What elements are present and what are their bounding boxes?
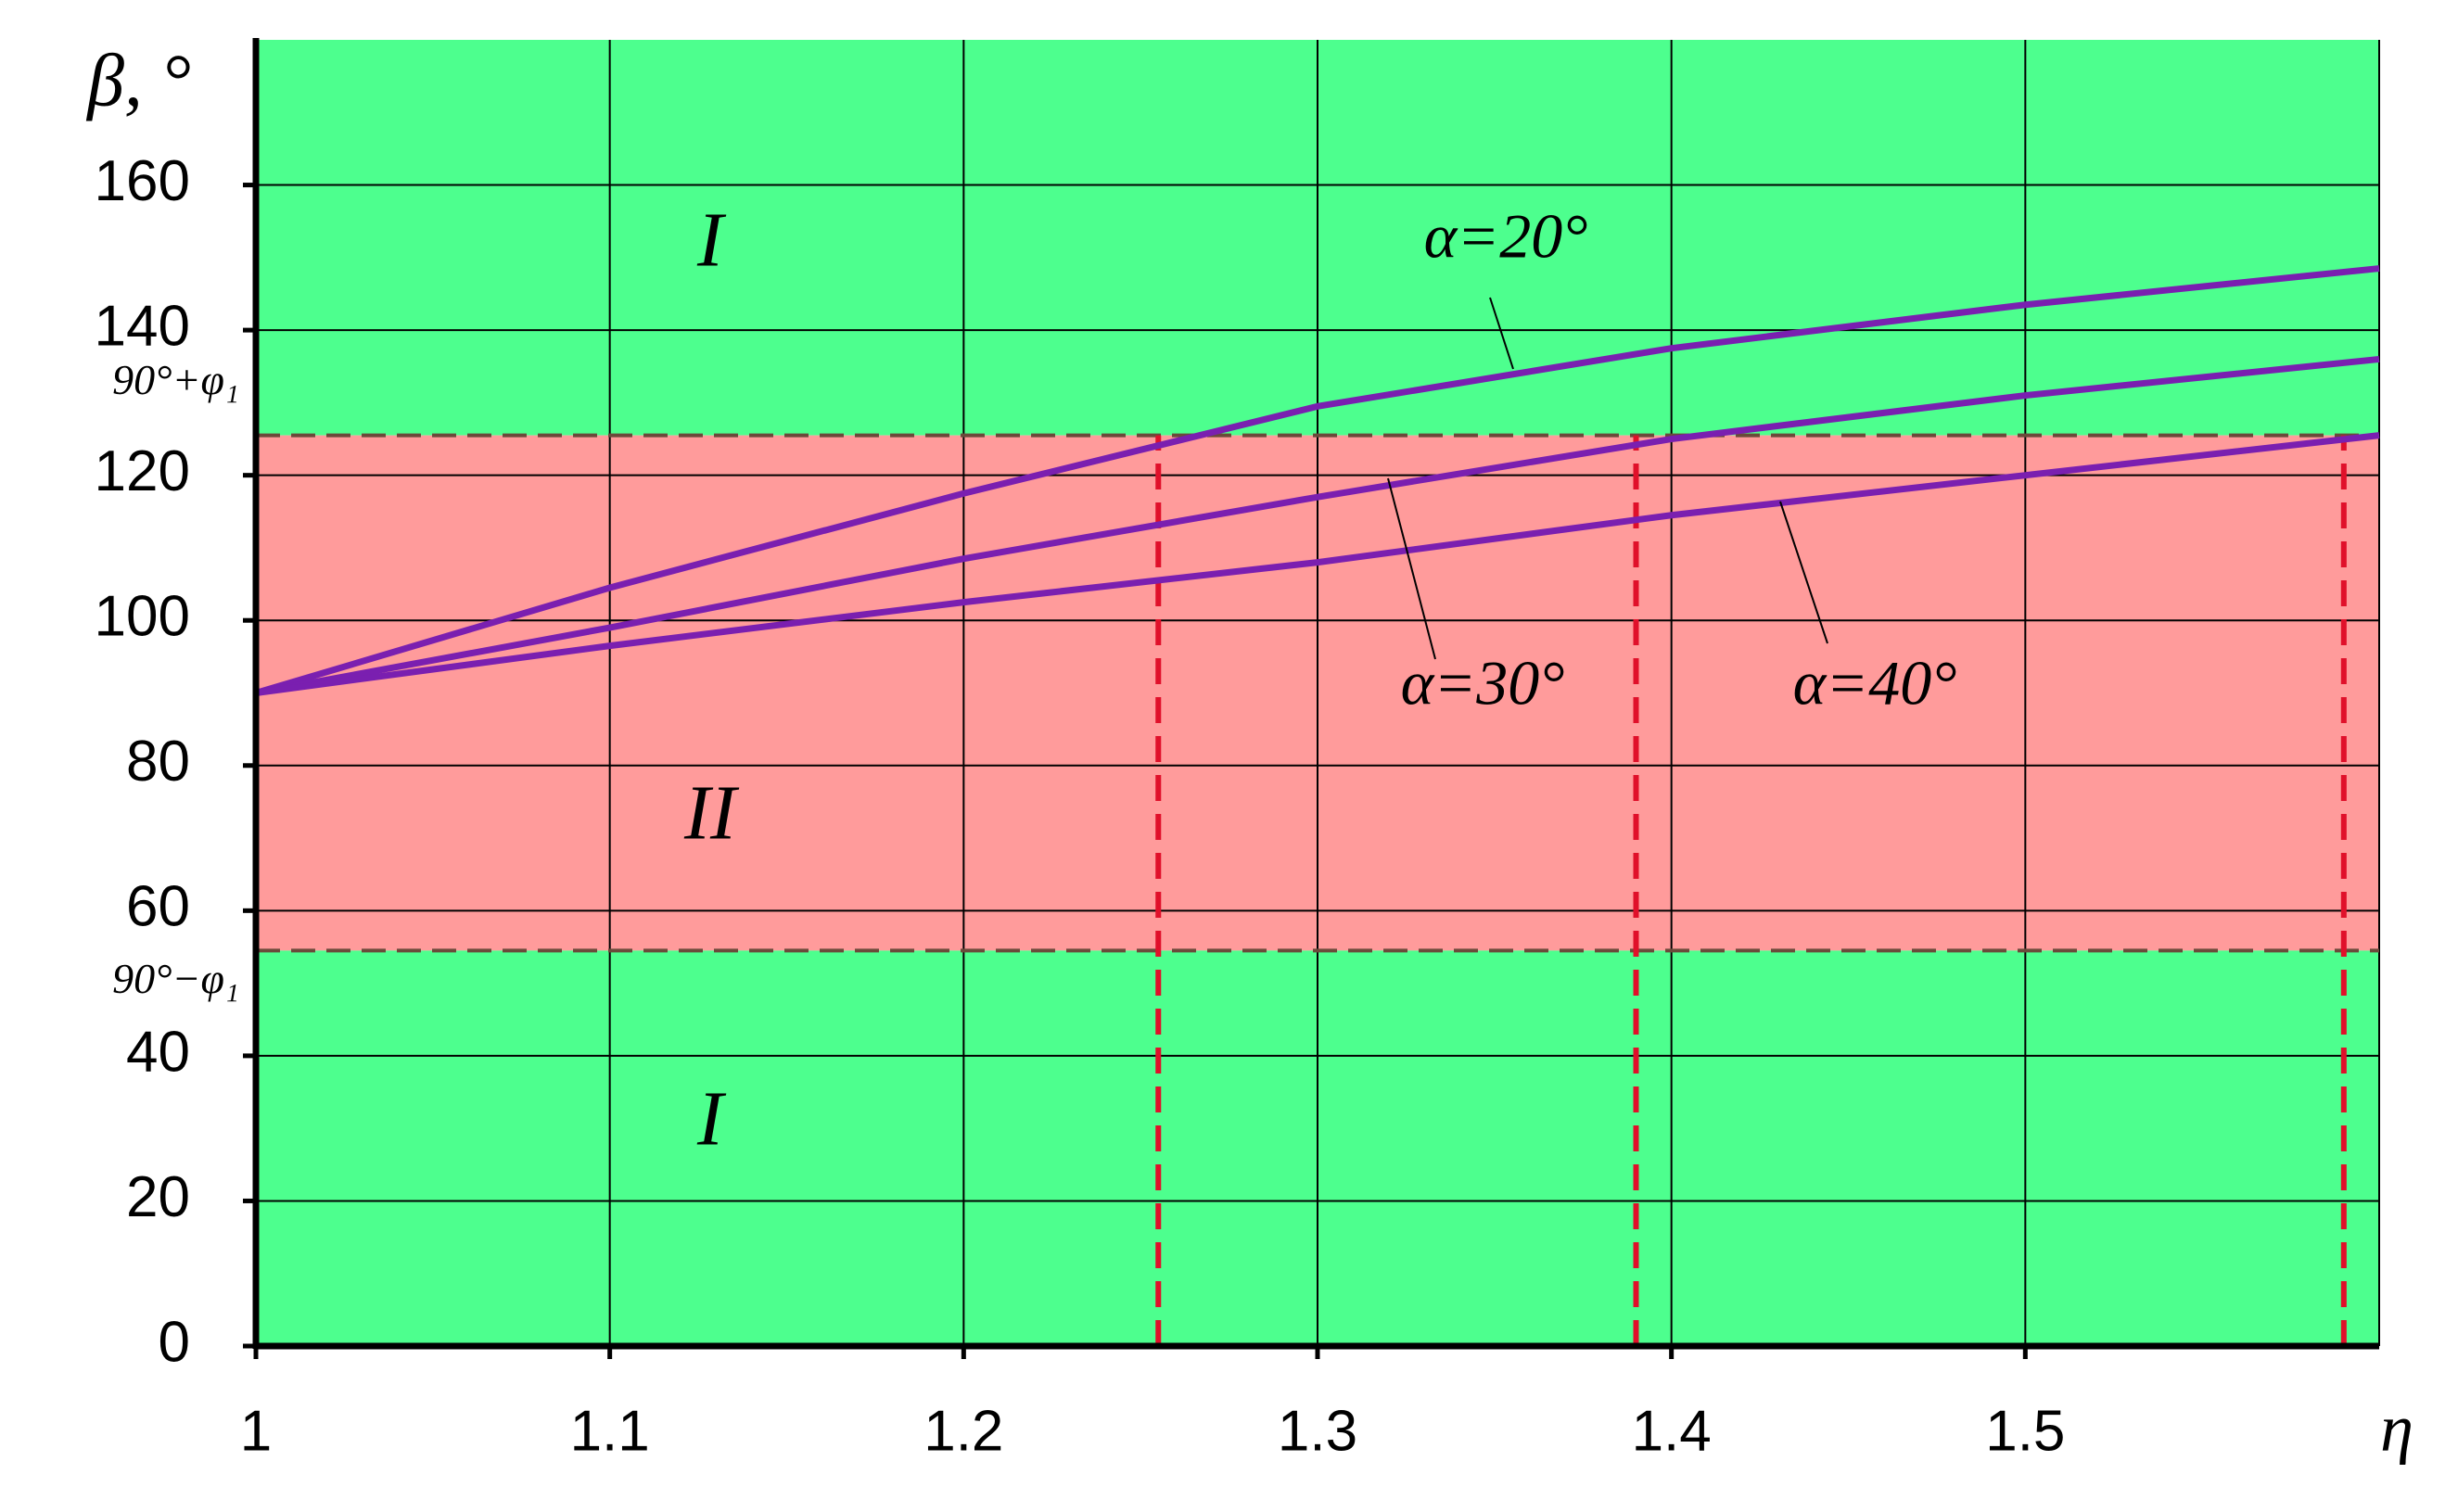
y-tick-label: 100: [95, 585, 190, 649]
x-tick-label: 1.5: [1985, 1399, 2065, 1463]
y-tick-label: 0: [159, 1310, 190, 1374]
leader-line: [1387, 477, 1436, 660]
x-tick-label: 1.3: [1278, 1399, 1357, 1463]
y-axis-label: β, °: [85, 40, 191, 121]
series-label: α=30°: [1401, 648, 1565, 718]
series-label: α=40°: [1793, 648, 1957, 718]
region-label: I: [696, 197, 727, 283]
band-edge-label: 90°+φ₁: [112, 356, 239, 403]
x-axis-label: η: [2380, 1391, 2413, 1466]
y-tick-label: 120: [95, 439, 190, 503]
band-edge-label: 90°−φ₁: [112, 955, 239, 1002]
region-label: I: [696, 1075, 727, 1162]
leader-line: [1779, 501, 1828, 644]
y-tick-label: 140: [95, 294, 190, 358]
x-tick-label: 1.1: [570, 1399, 650, 1463]
series-line: [255, 265, 2380, 696]
series-label: α=20°: [1424, 201, 1588, 272]
y-tick-label: 20: [126, 1165, 190, 1229]
x-tick-label: 1.2: [923, 1399, 1003, 1463]
y-tick-label: 80: [126, 730, 190, 794]
y-tick-label: 160: [95, 149, 190, 213]
x-tick-label: 1.4: [1632, 1399, 1712, 1463]
y-tick-label: 40: [126, 1020, 190, 1084]
leader-line: [1489, 297, 1514, 370]
y-tick-label: 60: [126, 875, 190, 939]
region-label: II: [683, 769, 740, 856]
series-line: [255, 355, 2380, 696]
x-tick-label: 1: [240, 1399, 272, 1463]
series-line: [255, 432, 2380, 696]
